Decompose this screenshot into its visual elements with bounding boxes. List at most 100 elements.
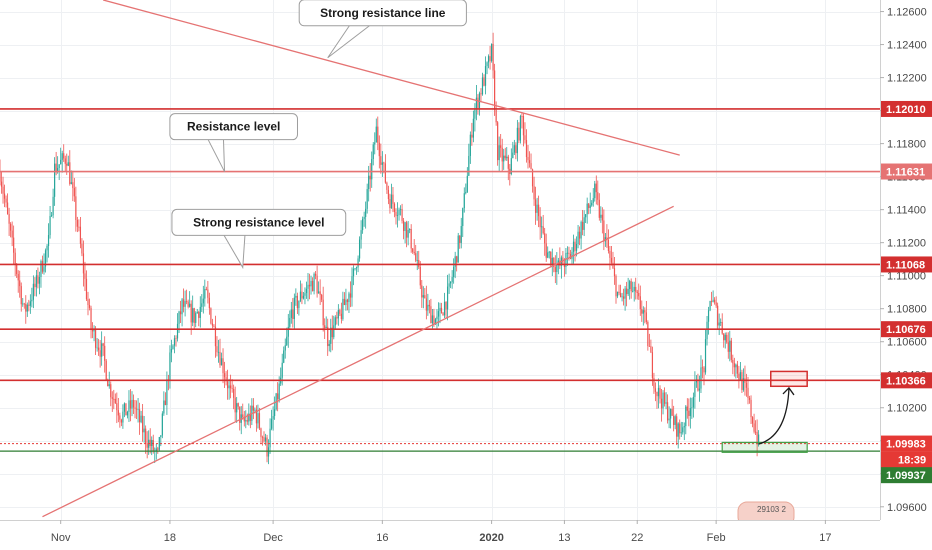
candle-body: [283, 350, 285, 363]
candle-body: [234, 397, 236, 413]
candle-body: [182, 299, 185, 307]
candle: [163, 391, 165, 416]
candle: [648, 333, 650, 347]
candle-body: [383, 162, 385, 164]
candle: [233, 384, 235, 410]
price-tags: 1.12010 1.11631 1.11068 1.10676 1.10366 1.099…: [881, 100, 932, 484]
candle-body: [515, 145, 517, 154]
candle: [20, 282, 22, 312]
level-tag-bg: [881, 321, 932, 338]
candle-body: [108, 384, 110, 387]
current-price-tag[interactable]: 1.09983: [881, 435, 932, 452]
candle: [575, 236, 578, 257]
candle: [318, 281, 320, 294]
candle: [345, 288, 347, 311]
candle: [125, 403, 127, 416]
candle-body: [333, 325, 335, 338]
callout-pointer: [327, 25, 370, 59]
candle: [195, 311, 197, 328]
candle-body: [436, 316, 438, 320]
annotation-callout[interactable]: Resistance level: [169, 113, 298, 172]
candle-body: [196, 311, 198, 314]
y-tick-label: 1.10600: [887, 337, 927, 349]
entry-box[interactable]: [721, 441, 808, 453]
candle: [243, 410, 245, 427]
candle: [654, 382, 657, 402]
candle-body: [204, 289, 206, 299]
target-box[interactable]: [770, 370, 808, 388]
candle: [213, 323, 215, 328]
candle-body: [392, 194, 394, 204]
candle: [624, 286, 626, 311]
candle: [216, 336, 218, 357]
level-tag-bg: [881, 163, 932, 180]
candle-body: [697, 379, 699, 391]
candle-body: [448, 283, 450, 287]
candle-body: [343, 298, 346, 305]
candle: [456, 255, 458, 272]
x-tick-label: Feb: [707, 532, 726, 544]
candle: [380, 143, 382, 174]
callout-pointer: [207, 139, 226, 172]
candle: [463, 187, 465, 213]
candle-body: [23, 303, 25, 305]
level-tag[interactable]: 1.11631: [881, 163, 932, 180]
candle: [81, 238, 83, 257]
trendline-ascending[interactable]: [42, 205, 674, 518]
candle: [539, 207, 541, 240]
candle: [592, 188, 594, 207]
candle: [490, 43, 493, 63]
candle: [260, 427, 262, 444]
candle: [173, 335, 176, 354]
candle: [96, 338, 98, 352]
candle: [204, 279, 206, 307]
annotation-callout[interactable]: Strong resistance line: [298, 0, 467, 59]
candle: [75, 186, 77, 232]
candle-body: [225, 377, 227, 382]
candle: [26, 302, 28, 317]
y-tick-label: 1.09600: [887, 502, 927, 514]
candle: [692, 392, 694, 418]
candle: [82, 240, 85, 287]
candle: [597, 180, 599, 206]
candle: [249, 405, 251, 429]
candle-body: [20, 286, 22, 305]
candle: [559, 247, 561, 270]
annotation-callout[interactable]: Strong resistance level: [171, 208, 347, 270]
candle-body: [622, 296, 625, 299]
candle-body: [674, 416, 676, 425]
candle-body: [758, 434, 760, 445]
callout-pointer: [223, 235, 246, 270]
candle-body: [328, 343, 330, 347]
level-tag[interactable]: 1.10676: [881, 321, 932, 338]
candle-body: [613, 268, 616, 277]
candle-body: [598, 199, 600, 218]
level-tag[interactable]: 1.10366: [881, 372, 932, 389]
candle-body: [621, 296, 623, 298]
candle: [358, 236, 361, 262]
level-tag-bg: [881, 372, 932, 389]
level-tag[interactable]: 1.12010: [881, 100, 932, 117]
candle: [220, 352, 223, 366]
candle: [735, 363, 737, 379]
trendline-descending[interactable]: [103, 0, 680, 156]
projection-arrow[interactable]: [758, 387, 790, 445]
candle: [44, 248, 47, 273]
candle-body: [104, 345, 106, 361]
candle-body: [299, 291, 302, 301]
support-tag[interactable]: 1.09937: [881, 467, 932, 484]
candle: [506, 147, 508, 161]
candle-body: [44, 250, 47, 267]
candle: [413, 239, 415, 256]
candle: [689, 397, 691, 429]
candle-body: [149, 439, 151, 447]
time-axis[interactable]: [0, 520, 880, 550]
candle-body: [498, 145, 500, 161]
candle-body: [472, 118, 474, 138]
candle-body: [721, 321, 723, 334]
candle-body: [6, 202, 9, 214]
candle: [354, 268, 356, 271]
y-tick-label: 1.10200: [887, 403, 927, 415]
level-tag[interactable]: 1.11068: [881, 256, 932, 273]
